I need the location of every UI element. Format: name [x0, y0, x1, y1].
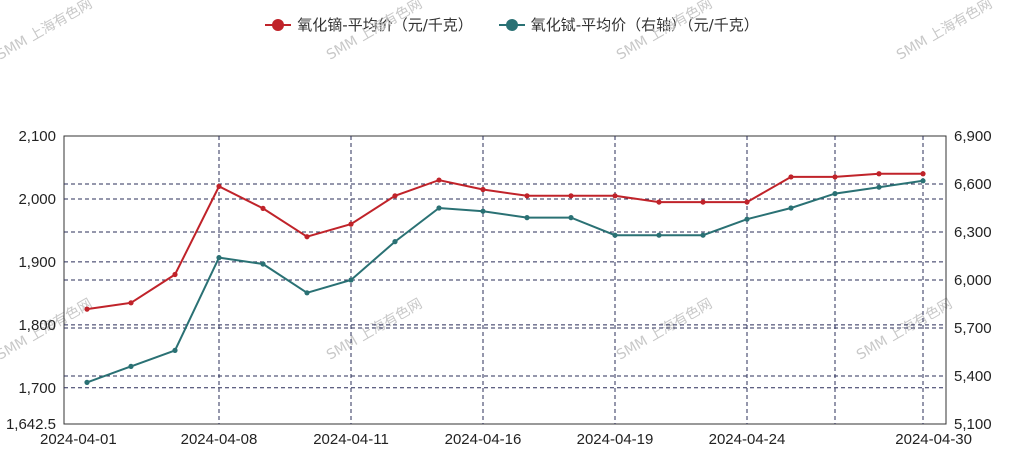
x-tick-label: 2024-04-16 [445, 431, 522, 448]
series-group [84, 171, 926, 385]
legend-swatch-red [265, 18, 292, 31]
right-tick-label: 6,600 [954, 176, 992, 193]
data-point[interactable] [304, 290, 310, 296]
data-point[interactable] [832, 174, 838, 180]
legend-label-terbium: 氧化铽-平均价（右轴）（元/千克） [530, 16, 759, 34]
data-point[interactable] [128, 363, 134, 369]
data-point[interactable] [392, 239, 398, 245]
data-point[interactable] [876, 184, 882, 190]
watermark-text: SMM 上海有色网 [0, 0, 95, 63]
right-tick-label: 5,700 [954, 320, 992, 337]
data-point[interactable] [700, 199, 706, 205]
data-point[interactable] [480, 208, 486, 214]
x-tick-label: 2024-04-11 [313, 431, 389, 448]
series-line [86, 179, 924, 384]
x-tick-label: 2024-04-19 [577, 431, 654, 448]
legend-item-dysprosium[interactable]: 氧化镝-平均价（元/千克） [265, 14, 473, 35]
data-point[interactable] [524, 215, 530, 221]
data-point[interactable] [436, 205, 442, 211]
right-tick-label: 6,000 [954, 272, 992, 289]
data-point[interactable] [832, 191, 838, 197]
data-point[interactable] [348, 221, 354, 227]
data-point[interactable] [84, 306, 90, 312]
left-tick-label: 2,000 [18, 191, 56, 208]
data-point[interactable] [128, 300, 134, 306]
watermark-text: SMM 上海有色网 [324, 295, 426, 363]
legend-item-terbium[interactable]: 氧化铽-平均价（右轴）（元/千克） [498, 14, 759, 35]
data-point[interactable] [700, 232, 706, 238]
left-tick-label: 1,642.5 [6, 416, 56, 433]
watermarks: SMM 上海有色网 SMM 上海有色网 SMM 上海有色网 SMM 上海有色网 SMM … [0, 0, 995, 363]
data-point[interactable] [656, 199, 662, 205]
legend: 氧化镝-平均价（元/千克） 氧化铽-平均价（右轴）（元/千克） [0, 14, 1024, 35]
right-tick-label: 5,100 [954, 416, 992, 433]
left-tick-label: 2,100 [18, 128, 56, 145]
data-point[interactable] [260, 261, 266, 267]
legend-label-dysprosium: 氧化镝-平均价（元/千克） [297, 16, 473, 34]
grid [63, 135, 947, 425]
data-point[interactable] [480, 186, 486, 193]
data-point[interactable] [348, 277, 354, 283]
x-tick-label: 2024-04-30 [895, 431, 972, 448]
watermark-text: SMM 上海有色网 [894, 0, 996, 63]
data-point[interactable] [876, 171, 882, 177]
data-point[interactable] [612, 232, 618, 238]
data-point[interactable] [788, 205, 794, 211]
watermark-text: SMM 上海有色网 [614, 0, 716, 63]
left-tick-label: 1,800 [18, 317, 56, 334]
data-point[interactable] [216, 255, 222, 261]
data-point[interactable] [304, 234, 310, 240]
right-tick-label: 5,400 [954, 368, 992, 385]
watermark-text: SMM 上海有色网 [854, 295, 956, 363]
data-point[interactable] [84, 379, 90, 385]
left-tick-label: 1,900 [18, 254, 56, 271]
data-point[interactable] [172, 271, 178, 278]
data-point[interactable] [920, 171, 926, 177]
left-tick-label: 1,700 [18, 380, 56, 397]
data-point[interactable] [744, 199, 750, 205]
watermark-text: SMM 上海有色网 [614, 295, 716, 363]
data-point[interactable] [920, 178, 926, 184]
right-tick-label: 6,900 [954, 128, 992, 145]
series-line [86, 172, 923, 311]
x-tick-label: 2024-04-24 [709, 431, 786, 448]
data-point[interactable] [436, 177, 442, 183]
data-point[interactable] [392, 193, 398, 199]
data-point[interactable] [744, 216, 750, 222]
data-point[interactable] [260, 205, 266, 211]
data-point[interactable] [656, 232, 662, 238]
x-tick-label: 2024-04-01 [40, 431, 117, 448]
right-tick-label: 6,300 [954, 224, 992, 241]
data-point[interactable] [172, 347, 178, 353]
data-point[interactable] [788, 174, 794, 180]
data-point[interactable] [612, 193, 618, 199]
data-point[interactable] [568, 215, 574, 221]
axes: 1,642.5 1,700 1,800 1,900 2,000 2,100 5,100 5,4… [6, 128, 992, 448]
data-point[interactable] [216, 183, 222, 189]
legend-swatch-teal [498, 18, 525, 31]
data-point[interactable] [524, 193, 530, 199]
x-tick-label: 2024-04-08 [181, 431, 258, 448]
watermark-text: SMM 上海有色网 [324, 0, 426, 63]
data-point[interactable] [568, 193, 574, 199]
